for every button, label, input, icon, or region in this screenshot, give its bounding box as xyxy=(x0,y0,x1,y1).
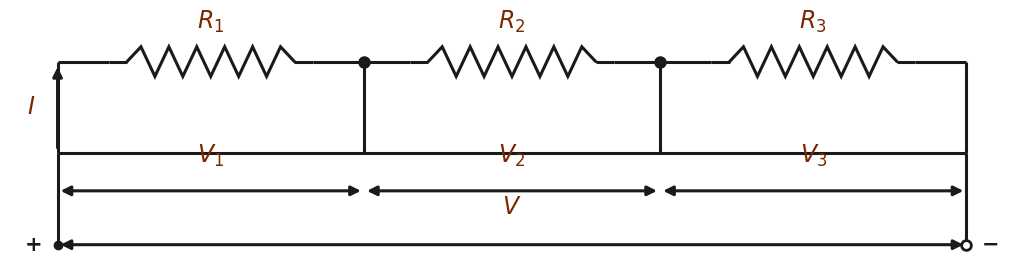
Text: $R_2$: $R_2$ xyxy=(499,8,525,35)
Text: $V_1$: $V_1$ xyxy=(198,143,224,169)
Text: $R_1$: $R_1$ xyxy=(197,8,224,35)
Text: $R_3$: $R_3$ xyxy=(800,8,827,35)
Text: $V_2$: $V_2$ xyxy=(499,143,525,169)
Text: $V_3$: $V_3$ xyxy=(800,143,827,169)
Text: +: + xyxy=(25,235,42,255)
Text: −: − xyxy=(982,235,999,255)
Text: $V$: $V$ xyxy=(502,195,522,219)
Text: $I$: $I$ xyxy=(27,95,35,119)
